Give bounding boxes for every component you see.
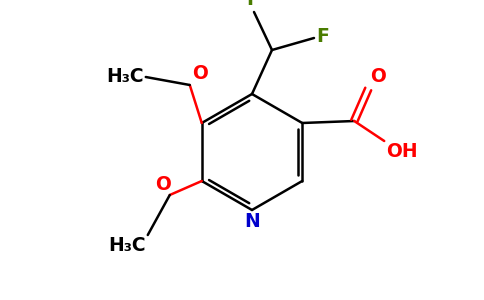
Text: H₃C: H₃C (108, 236, 146, 255)
Text: OH: OH (386, 142, 418, 161)
Text: F: F (246, 0, 259, 9)
Text: F: F (316, 28, 329, 46)
Text: N: N (244, 212, 260, 231)
Text: O: O (370, 67, 386, 86)
Text: H₃C: H₃C (106, 67, 144, 85)
Text: O: O (192, 64, 208, 83)
Text: O: O (155, 175, 171, 194)
